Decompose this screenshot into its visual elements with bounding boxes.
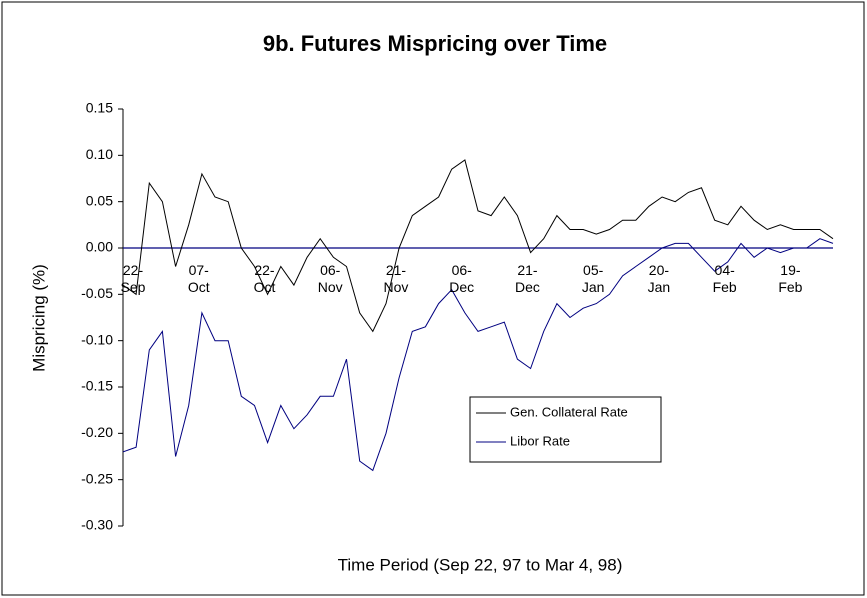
y-axis-title: Mispricing (%) bbox=[29, 264, 48, 372]
x-axis-title: Time Period (Sep 22, 97 to Mar 4, 98) bbox=[338, 555, 623, 574]
y-tick-label: 0.10 bbox=[86, 146, 113, 162]
series-line bbox=[122, 238, 834, 472]
x-tick-label: 04- Feb bbox=[712, 262, 737, 295]
x-tick-label: 07- Oct bbox=[187, 262, 210, 295]
x-tick-label: 21- Nov bbox=[383, 262, 409, 295]
y-tick-label: -0.25 bbox=[81, 470, 113, 486]
y-tick-label: -0.10 bbox=[81, 331, 113, 347]
y-tick-label: 0.15 bbox=[86, 100, 113, 116]
x-tick-label: 06- Nov bbox=[317, 262, 343, 295]
x-tick-label: 22- Sep bbox=[120, 262, 146, 295]
x-tick-label: 21- Dec bbox=[514, 262, 540, 295]
y-tick-label: 0.00 bbox=[86, 239, 113, 255]
x-tick-label: 06- Dec bbox=[449, 262, 475, 295]
y-tick-label: -0.20 bbox=[81, 424, 113, 440]
x-tick-label: 19- Feb bbox=[778, 262, 803, 295]
chart-title: 9b. Futures Mispricing over Time bbox=[263, 31, 607, 56]
x-tick-label: 20- Jan bbox=[647, 262, 671, 295]
y-tick-label: -0.15 bbox=[81, 378, 113, 394]
x-tick-label: 22- Oct bbox=[253, 262, 276, 295]
legend-label: Libor Rate bbox=[510, 433, 570, 448]
y-tick-label: -0.05 bbox=[81, 285, 113, 301]
series-line bbox=[122, 159, 834, 333]
x-tick-label: 05- Jan bbox=[581, 262, 605, 295]
legend-box bbox=[469, 396, 662, 463]
legend-label: Gen. Collateral Rate bbox=[510, 404, 628, 419]
y-tick-label: -0.30 bbox=[81, 517, 113, 533]
y-tick-label: 0.05 bbox=[86, 192, 113, 208]
